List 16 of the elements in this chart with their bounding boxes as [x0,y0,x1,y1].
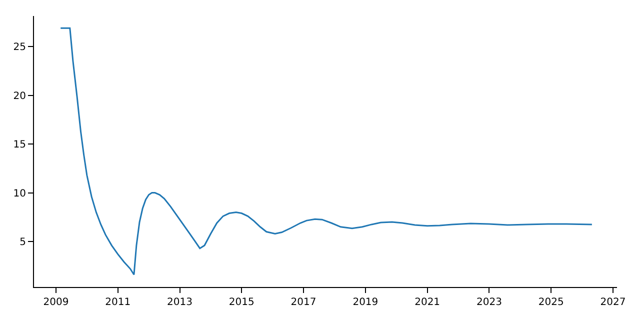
x-tick-label: 2021 [414,297,440,308]
x-tick-label: 2019 [352,297,378,308]
x-tick-label: 2015 [228,297,254,308]
x-tick-label: 2027 [600,297,626,308]
x-tick-label: 2009 [43,297,69,308]
x-tick-label: 2017 [290,297,316,308]
x-tick-label: 2025 [538,297,564,308]
y-tick-label: 15 [13,140,26,151]
x-tick-label: 2023 [476,297,502,308]
y-tick-label: 5 [20,237,26,248]
y-tick-label: 20 [13,90,26,102]
x-tick-label: 2013 [167,297,192,308]
y-tick-label: 10 [13,188,26,200]
x-tick-label: 2011 [105,297,131,308]
y-tick-label: 25 [13,42,26,54]
line-series [60,27,593,276]
